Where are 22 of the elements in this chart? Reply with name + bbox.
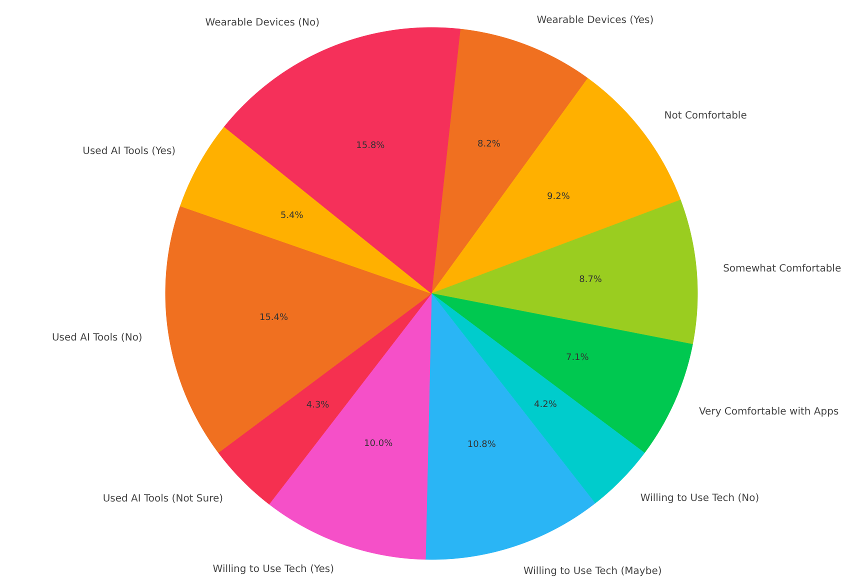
data-label: 9.2% — [547, 192, 570, 202]
slice-label: Very Comfortable with Apps — [698, 406, 839, 418]
slice-label: Wearable Devices (Yes) — [536, 15, 654, 26]
data-label: 8.7% — [579, 275, 602, 286]
slice-label: Used AI Tools (No) — [52, 332, 142, 344]
slice-label: Not Comfortable — [664, 110, 747, 122]
data-label: 7.1% — [566, 353, 590, 364]
data-label: 5.4% — [280, 211, 304, 222]
slice-label: Willing to Use Tech (Maybe) — [523, 566, 662, 577]
slice-label: Willing to Use Tech (Yes) — [212, 564, 334, 575]
data-label: 15.8% — [356, 141, 386, 152]
data-label: 8.2% — [478, 140, 501, 150]
slice-label: Used AI Tools (Yes) — [82, 146, 176, 158]
slice-label: Wearable Devices (No) — [205, 18, 320, 29]
data-label: 10.0% — [364, 438, 394, 449]
data-label: 15.4% — [259, 312, 289, 323]
data-label: 4.3% — [306, 400, 330, 410]
slice-label: Used AI Tools (Not Sure) — [102, 493, 224, 504]
slice-label: Somewhat Comfortable — [723, 264, 842, 275]
slice-label: Willing to Use Tech (No) — [640, 492, 760, 504]
data-label: 10.8% — [467, 440, 496, 450]
data-label: 4.2% — [534, 400, 558, 410]
